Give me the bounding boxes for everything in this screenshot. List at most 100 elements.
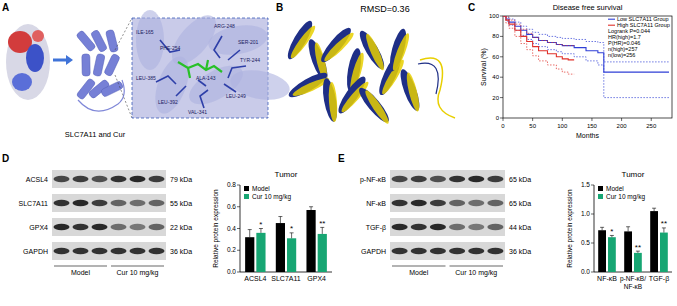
blot-band	[487, 200, 503, 206]
y-tick	[237, 206, 240, 207]
bar	[287, 238, 296, 272]
x-tick-label: TGF-β	[649, 275, 669, 283]
ci-line	[503, 16, 669, 98]
error-bar	[248, 230, 252, 238]
blot-band	[54, 224, 70, 230]
bar	[306, 210, 315, 272]
residue-label: VAL-341	[188, 109, 207, 115]
y-tick-label: 0.0	[227, 268, 236, 275]
y-tick	[500, 118, 503, 119]
significance: **	[319, 219, 325, 228]
blot-strip	[390, 218, 505, 236]
blot-band	[111, 224, 127, 230]
group-label: Model	[71, 269, 91, 276]
x-tick-label-line: NF-κB	[597, 275, 617, 282]
significance: **	[661, 219, 667, 228]
residue-label: SER-201	[238, 39, 259, 45]
x-tick-label-line: p-NF-κB/	[620, 275, 646, 283]
x-tick	[532, 118, 533, 121]
blot-band	[111, 200, 127, 206]
blot-band	[130, 200, 146, 206]
x-tick-label: p-NF-κB/NF-κB	[620, 275, 646, 290]
size-label: 55 kDa	[170, 200, 192, 207]
legend-swatch	[608, 25, 615, 26]
caption: SLC7A11 and Cur	[65, 130, 126, 139]
size-label: 36 kDa	[170, 248, 192, 255]
blot-band	[73, 248, 89, 254]
x-tick	[591, 118, 592, 121]
error-bar	[278, 217, 282, 224]
blot-band	[130, 176, 146, 182]
residue-stick	[224, 84, 236, 92]
y-tick-label: 40	[492, 74, 499, 80]
blot-band	[430, 224, 446, 230]
size-label: 65 kDa	[509, 176, 531, 183]
residue-stick	[214, 36, 222, 58]
legend-swatch	[598, 194, 603, 199]
blot-band	[468, 224, 484, 230]
arrow-head	[66, 55, 73, 65]
group-label: Cur 10 mg/kg	[116, 269, 158, 277]
error-bar	[290, 233, 294, 238]
x-tick-label-line: ACSL4	[244, 275, 266, 282]
blot-strip	[52, 170, 166, 188]
legend-label: Cur 10 mg/kg	[252, 193, 291, 201]
protein-label: GAPDH	[361, 248, 386, 255]
residue-label: ILE-165	[136, 29, 154, 35]
y-tick	[237, 272, 240, 273]
bar	[318, 234, 327, 272]
x-tick-label: 0	[501, 123, 505, 129]
chart-title: Tumor	[275, 170, 298, 179]
residue-label: LEU-392	[158, 99, 178, 105]
helix	[363, 88, 392, 126]
y-tick	[591, 272, 594, 273]
ci-line	[503, 16, 574, 46]
group-line	[450, 266, 504, 267]
legend-swatch	[608, 19, 615, 20]
x-tick	[562, 118, 563, 121]
y-tick-label: 0.2	[227, 246, 236, 253]
protein-label: NF-κB	[366, 200, 386, 207]
blot-band	[92, 248, 108, 254]
blot-strip	[52, 218, 166, 236]
group-label: Cur 10 mg/kg	[455, 269, 497, 277]
blot-band	[411, 200, 427, 206]
panel-label: D	[2, 153, 9, 164]
y-tick	[591, 214, 594, 215]
rmsd-label: RMSD=0.36	[360, 4, 409, 14]
blot-band	[149, 248, 165, 254]
ci-line	[503, 16, 574, 74]
surface-patch	[32, 30, 44, 42]
x-tick-label: SLC7A11	[271, 275, 301, 282]
helix	[390, 32, 412, 72]
helix	[100, 81, 123, 98]
significance: *	[290, 224, 293, 233]
figure: ABCDEILE-165PHE-254ARG-248SER-201TYR-244…	[0, 0, 677, 306]
blot-band	[92, 176, 108, 182]
blot-strip	[390, 194, 505, 212]
x-tick-label: 250	[646, 123, 657, 129]
residue-label: PHE-254	[160, 45, 181, 51]
y-tick-label: 20	[492, 95, 499, 101]
helix	[93, 53, 105, 76]
significance: *	[259, 220, 262, 229]
bar	[660, 233, 668, 272]
residue-label: ALA-143	[196, 75, 216, 81]
helix	[397, 67, 423, 112]
y-tick	[500, 16, 503, 17]
blot-band	[54, 248, 70, 254]
y-tick-label: 1.0	[581, 210, 590, 217]
y-tick	[500, 56, 503, 57]
blot-band	[54, 200, 70, 206]
residue-stick	[176, 86, 186, 96]
panel-label: A	[2, 2, 9, 13]
helix	[90, 29, 107, 52]
helix	[105, 29, 118, 52]
residue-stick	[228, 66, 246, 78]
x-tick	[651, 118, 652, 121]
significance: *	[610, 227, 613, 236]
zoom-line	[115, 18, 132, 50]
helix-shadow	[206, 21, 270, 59]
x-tick	[503, 118, 504, 121]
bar	[276, 223, 285, 272]
